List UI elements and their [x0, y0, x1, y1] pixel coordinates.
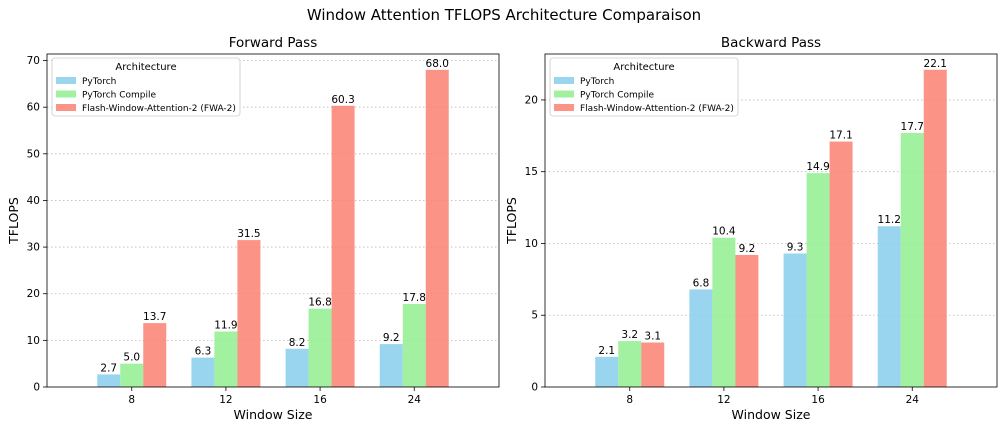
- bar-pytorch-compile-12: [712, 237, 736, 387]
- data-label: 8.2: [289, 337, 306, 349]
- data-label: 22.1: [924, 58, 947, 70]
- bar-pytorch-compile-24: [900, 132, 924, 387]
- data-label: 11.2: [878, 214, 901, 226]
- chart-title: Backward Pass: [721, 35, 821, 51]
- data-label: 17.7: [901, 121, 924, 133]
- data-label: 11.9: [214, 320, 237, 332]
- y-tick-label: 10: [525, 238, 538, 250]
- data-label: 17.1: [829, 130, 852, 142]
- y-tick-label: 20: [27, 288, 40, 300]
- bar-pytorch-compile-8: [120, 363, 144, 387]
- x-tick-label: 12: [219, 394, 232, 406]
- legend-swatch: [554, 77, 574, 84]
- data-label: 17.8: [403, 292, 426, 304]
- data-label: 2.1: [598, 345, 615, 357]
- legend-title: Architecture: [613, 62, 674, 73]
- bar-pytorch-compile-16: [806, 173, 830, 387]
- legend-swatch: [56, 90, 76, 98]
- x-tick-label: 8: [626, 394, 633, 406]
- data-label: 6.3: [195, 346, 212, 358]
- bar-flash-window-attention-2-fwa-2--16: [331, 105, 355, 387]
- x-tick-label: 12: [717, 394, 730, 406]
- data-label: 60.3: [331, 94, 354, 106]
- bar-pytorch-24: [379, 344, 403, 387]
- y-tick-label: 50: [27, 148, 40, 160]
- data-label: 6.8: [693, 277, 710, 289]
- data-label: 13.7: [143, 311, 166, 323]
- y-tick-label: 40: [27, 195, 40, 207]
- y-tick-label: 70: [27, 55, 40, 67]
- legend-label: Flash-Window-Attention-2 (FWA-2): [580, 104, 734, 114]
- data-label: 3.1: [644, 331, 661, 343]
- y-tick-label: 5: [531, 310, 538, 322]
- bar-pytorch-24: [877, 226, 901, 387]
- y-tick-label: 0: [33, 382, 40, 394]
- data-label: 68.0: [426, 58, 449, 70]
- y-tick-label: 15: [525, 166, 538, 178]
- bar-flash-window-attention-2-fwa-2--12: [735, 254, 759, 387]
- x-tick-label: 24: [408, 394, 422, 406]
- bar-pytorch-8: [595, 356, 619, 387]
- bar-pytorch-compile-16: [308, 308, 332, 387]
- bar-flash-window-attention-2-fwa-2--8: [143, 323, 167, 387]
- data-label: 10.4: [712, 226, 736, 238]
- x-tick-label: 16: [811, 394, 825, 406]
- legend-swatch: [56, 104, 76, 111]
- bar-pytorch-16: [783, 253, 807, 387]
- data-label: 9.3: [787, 242, 804, 254]
- legend-label: PyTorch: [580, 77, 614, 87]
- bar-flash-window-attention-2-fwa-2--12: [237, 240, 261, 387]
- bar-pytorch-compile-24: [402, 303, 426, 387]
- y-tick-label: 0: [531, 382, 538, 394]
- legend-box: [51, 57, 241, 117]
- y-axis-label: TFLOPS: [504, 197, 519, 245]
- legend-label: PyTorch Compile: [580, 91, 655, 101]
- axes-frame: [46, 53, 500, 388]
- x-tick-label: 24: [906, 394, 920, 406]
- legend-swatch: [56, 77, 76, 84]
- chart-title: Forward Pass: [229, 35, 317, 51]
- bar-pytorch-12: [191, 357, 215, 387]
- data-label: 9.2: [739, 243, 756, 255]
- bar-flash-window-attention-2-fwa-2--24: [923, 69, 947, 388]
- bar-flash-window-attention-2-fwa-2--8: [641, 342, 665, 387]
- y-tick-label: 20: [525, 94, 538, 106]
- data-label: 16.8: [308, 297, 331, 309]
- y-tick-label: 10: [27, 335, 40, 347]
- bar-pytorch-8: [97, 374, 121, 387]
- legend-swatch: [554, 104, 574, 111]
- data-label: 3.2: [621, 329, 638, 341]
- bar-pytorch-16: [285, 348, 309, 387]
- legend-label: PyTorch: [82, 77, 116, 87]
- data-label: 5.0: [123, 352, 140, 364]
- y-tick-label: 30: [27, 242, 40, 254]
- x-axis-label: Window Size: [234, 407, 313, 422]
- data-label: 2.7: [100, 362, 117, 374]
- bar-flash-window-attention-2-fwa-2--24: [425, 69, 449, 387]
- y-axis-label: TFLOPS: [6, 197, 21, 245]
- bar-pytorch-compile-8: [618, 341, 642, 387]
- axes-frame: [544, 53, 998, 388]
- data-label: 31.5: [237, 228, 260, 240]
- legend-label: Flash-Window-Attention-2 (FWA-2): [82, 104, 236, 114]
- legend-swatch: [554, 90, 574, 98]
- x-tick-label: 8: [128, 394, 135, 406]
- x-tick-label: 16: [313, 394, 327, 406]
- legend-box: [549, 57, 739, 117]
- data-label: 9.2: [383, 332, 400, 344]
- x-axis-label: Window Size: [732, 407, 811, 422]
- data-label: 14.9: [806, 161, 829, 173]
- y-tick-label: 60: [27, 102, 40, 114]
- figure-title: Window Attention TFLOPS Architecture Com…: [306, 6, 702, 24]
- bar-flash-window-attention-2-fwa-2--16: [829, 141, 853, 387]
- legend-title: Architecture: [115, 62, 176, 73]
- legend-label: PyTorch Compile: [82, 91, 157, 101]
- bar-pytorch-12: [689, 289, 713, 387]
- bar-pytorch-compile-12: [214, 331, 238, 387]
